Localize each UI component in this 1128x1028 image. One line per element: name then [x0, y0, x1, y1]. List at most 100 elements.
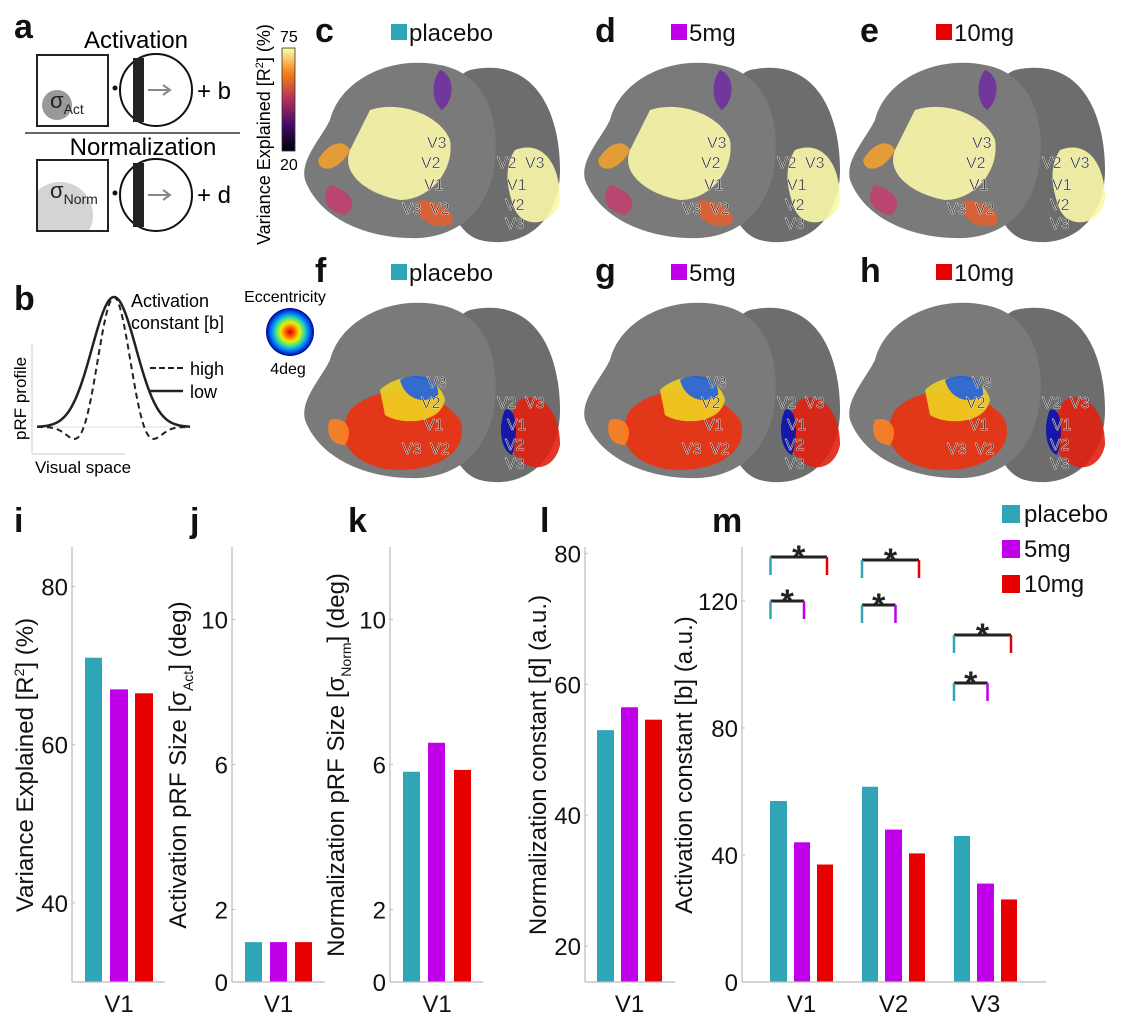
legend-high: high — [190, 359, 224, 379]
bar-V1-10mg — [645, 719, 662, 982]
visual-area-label: V3 — [947, 201, 967, 218]
activation-region — [433, 70, 452, 110]
panel-letter: f — [315, 252, 327, 290]
visual-area-label: V3 — [947, 441, 967, 458]
significance-bracket: * — [952, 665, 989, 703]
y-axis-label: Variance Explained [R2] (%) — [11, 618, 39, 912]
activation-region — [509, 397, 560, 468]
visual-area-label: V3 — [805, 155, 825, 172]
visual-area-label: V3 — [505, 216, 525, 233]
y-tick-label: 20 — [554, 934, 581, 961]
bar-V3-10mg — [1001, 899, 1017, 982]
bar-V3-5mg — [977, 883, 994, 982]
y-tick-label: 80 — [711, 716, 738, 743]
panel-letter: l — [540, 502, 549, 540]
visual-area-label: V1 — [704, 177, 724, 194]
panel-b-prf-profile: b Activation constant [b] high low pRF p… — [11, 280, 224, 477]
condition-swatch — [671, 24, 687, 40]
panel-a-model-diagram: a Activation σAct + b Normalization σNor… — [14, 8, 240, 232]
legend-label-10mg: 10mg — [1024, 571, 1084, 598]
y-tick-label: 0 — [725, 970, 738, 997]
y-tick-label: 40 — [41, 891, 68, 918]
significance-star: * — [792, 539, 806, 577]
normalization-title: Normalization — [70, 134, 217, 161]
annotation-line2: constant [b] — [131, 313, 224, 333]
condition-swatch — [391, 24, 407, 40]
activation-region — [325, 185, 353, 215]
activation-region — [417, 200, 453, 226]
visual-area-label: V3 — [427, 375, 447, 392]
bar-V1-5mg — [110, 689, 128, 982]
activation-region — [945, 375, 984, 400]
condition-label: 5mg — [689, 20, 736, 47]
visual-area-label: V1 — [787, 177, 807, 194]
activation-region — [628, 106, 731, 200]
significance-bracket: * — [952, 617, 1013, 655]
panel-letter: d — [595, 12, 616, 50]
legend-swatch-5mg — [1002, 540, 1020, 558]
visual-area-label: V1 — [1052, 177, 1072, 194]
visual-area-label: V2 — [701, 155, 721, 172]
visual-area-label: V1 — [787, 417, 807, 434]
y-tick-label: 80 — [41, 575, 68, 602]
bar-V2-placebo — [862, 786, 878, 982]
visual-area-label: V2 — [966, 395, 986, 412]
activation-region — [598, 143, 630, 169]
visual-area-label: V2 — [785, 197, 805, 214]
visual-area-label: V2 — [1050, 437, 1070, 454]
visual-area-label: V3 — [972, 375, 992, 392]
y-axis-label: Normalization constant [d] (a.u.) — [525, 595, 552, 935]
significance-star: * — [976, 617, 990, 655]
visual-area-label: V2 — [710, 201, 730, 218]
visual-area-label: V2 — [785, 437, 805, 454]
condition-label: 5mg — [689, 260, 736, 287]
plus-b-label: + b — [197, 78, 231, 105]
visual-area-label: V2 — [701, 395, 721, 412]
y-tick-label: 10 — [359, 608, 386, 635]
visual-area-label: V3 — [402, 201, 422, 218]
significance-bracket: * — [860, 542, 921, 580]
visual-area-label: V3 — [785, 456, 805, 473]
bar-V1-placebo — [770, 801, 787, 982]
panel-letter: h — [860, 252, 881, 290]
condition-label: 10mg — [954, 260, 1014, 287]
y-tick-label: 0 — [215, 970, 228, 997]
activation-region — [697, 200, 733, 226]
high-curve — [37, 296, 190, 440]
y-tick-label: 120 — [698, 589, 738, 616]
y-axis-label: Normalization pRF Size [σNorm] (deg) — [323, 573, 354, 957]
x-tick-label: V1 — [264, 991, 293, 1018]
visual-area-label: V3 — [525, 395, 545, 412]
visual-area-label: V2 — [777, 395, 797, 412]
significance-star: * — [872, 587, 886, 625]
eccentricity-radius: 4deg — [270, 361, 306, 378]
visual-area-label: V3 — [972, 135, 992, 152]
visual-area-label: V3 — [682, 201, 702, 218]
activation-region — [1045, 409, 1061, 455]
y-tick-label: 40 — [711, 843, 738, 870]
visual-area-label: V3 — [1050, 216, 1070, 233]
x-tick-label: V3 — [971, 991, 1000, 1018]
bar-V1-placebo — [85, 657, 102, 982]
visual-area-label: V2 — [1042, 155, 1062, 172]
visual-area-label: V2 — [975, 441, 995, 458]
visual-area-label: V1 — [507, 177, 527, 194]
activation-region — [348, 106, 451, 200]
activation-region — [507, 147, 560, 223]
activation-title: Activation — [84, 27, 188, 54]
visual-area-label: V2 — [430, 441, 450, 458]
panel-letter: b — [14, 280, 35, 318]
visual-area-label: V3 — [1050, 456, 1070, 473]
condition-label: placebo — [409, 20, 493, 47]
visual-area-label: V2 — [497, 155, 517, 172]
y-axis-label: pRF profile — [11, 357, 30, 440]
activation-region — [787, 147, 840, 223]
activation-region — [978, 70, 997, 110]
legend-swatch-placebo — [1002, 505, 1020, 523]
visual-area-label: V2 — [710, 441, 730, 458]
